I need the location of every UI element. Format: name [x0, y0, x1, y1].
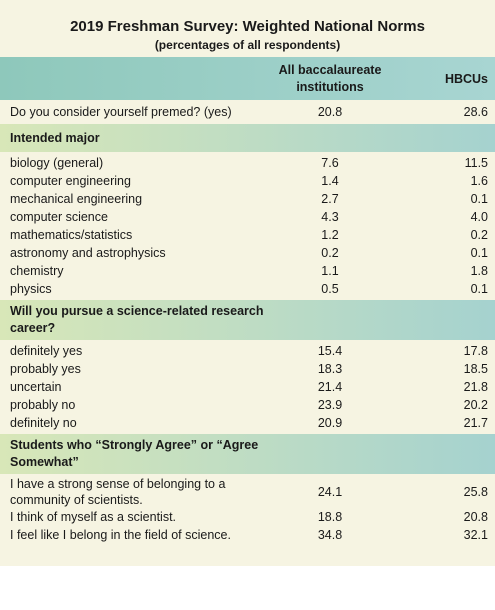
- subtitle: (percentages of all respondents): [154, 38, 341, 52]
- survey-table: 2019 Freshman Survey: Weighted National …: [0, 0, 495, 566]
- row-label: definitely yes: [10, 343, 83, 358]
- section-heading: Will you pursue a science-related resear…: [10, 304, 264, 335]
- table-row: physics 0.5 0.1: [0, 280, 495, 298]
- row-label: astronomy and astrophysics: [10, 245, 166, 260]
- section-heading: Intended major: [10, 130, 100, 145]
- row-label: probably yes: [10, 361, 81, 376]
- cell-value: 18.5: [463, 361, 488, 376]
- row-label: biology (general): [10, 155, 104, 170]
- table-row: definitely no 20.9 21.7: [0, 414, 495, 432]
- cell-value: 32.1: [463, 527, 488, 542]
- table-row: Do you consider yourself premed? (yes) 20…: [0, 100, 495, 124]
- column-header-row: All baccalaureate institutions HBCUs: [0, 57, 495, 100]
- cell-value: 1.1: [321, 263, 339, 278]
- column-header: All baccalaureate institutions: [278, 62, 382, 94]
- spacer: [0, 544, 495, 546]
- row-label: uncertain: [10, 379, 62, 394]
- table-row: astronomy and astrophysics 0.2 0.1: [0, 244, 495, 262]
- cell-value: 20.9: [317, 415, 343, 430]
- row-label: physics: [10, 281, 52, 296]
- cell-value: 0.5: [321, 281, 339, 296]
- table-row: I have a strong sense of belonging to a …: [0, 476, 495, 509]
- table-row: computer science 4.3 4.0: [0, 208, 495, 226]
- cell-value: 0.1: [470, 281, 488, 296]
- table-row: uncertain 21.4 21.8: [0, 378, 495, 396]
- cell-value: 24.1: [317, 484, 343, 499]
- row-label: chemistry: [10, 263, 64, 278]
- cell-value: 1.6: [470, 173, 488, 188]
- table-body: All baccalaureate institutions HBCUs Do yo…: [0, 57, 495, 546]
- section-heading-row: Students who “Strongly Agree” or “Agree …: [0, 433, 495, 474]
- row-label: mathematics/statistics: [10, 227, 133, 242]
- cell-value: 25.8: [463, 484, 488, 499]
- cell-value: 2.7: [321, 191, 339, 206]
- cell-value: 34.8: [317, 527, 343, 542]
- cell-value: 20.8: [317, 105, 343, 119]
- cell-value: 21.8: [463, 379, 488, 394]
- cell-value: 20.8: [463, 509, 488, 524]
- title: 2019 Freshman Survey: Weighted National …: [70, 18, 425, 35]
- table-row: mathematics/statistics 1.2 0.2: [0, 226, 495, 244]
- table-row: chemistry 1.1 1.8: [0, 262, 495, 280]
- section-heading: Students who “Strongly Agree” or “Agree …: [10, 437, 259, 469]
- table-row: probably yes 18.3 18.5: [0, 360, 495, 378]
- cell-value: 0.2: [321, 245, 339, 260]
- row-label: mechanical engineering: [10, 191, 143, 206]
- cell-value: 4.0: [470, 209, 488, 224]
- row-label: definitely no: [10, 415, 77, 430]
- cell-value: 4.3: [321, 209, 339, 224]
- cell-value: 1.4: [321, 173, 339, 188]
- row-label: probably no: [10, 397, 76, 412]
- cell-value: 18.8: [317, 509, 343, 524]
- cell-value: 21.7: [463, 415, 488, 430]
- row-label: computer science: [10, 209, 108, 224]
- cell-value: 21.4: [317, 379, 343, 394]
- cell-value: 0.1: [470, 191, 488, 206]
- row-label: I think of myself as a scientist.: [10, 509, 177, 524]
- cell-value: 28.6: [463, 105, 488, 119]
- row-label: Do you consider yourself premed? (yes): [10, 105, 232, 119]
- row-label: I feel like I belong in the field of sci…: [10, 527, 231, 542]
- table-row: I feel like I belong in the field of sci…: [0, 526, 495, 544]
- row-label: I have a strong sense of belonging to a …: [10, 476, 226, 507]
- cell-value: 18.3: [317, 361, 343, 376]
- cell-value: 0.2: [470, 227, 488, 242]
- section-heading-row: Will you pursue a science-related resear…: [0, 300, 495, 340]
- table-row: probably no 23.9 20.2: [0, 396, 495, 414]
- table-row: definitely yes 15.4 17.8: [0, 342, 495, 360]
- cell-value: 1.8: [470, 263, 488, 278]
- cell-value: 1.2: [321, 227, 339, 242]
- row-label: computer engineering: [10, 173, 131, 188]
- table-row: computer engineering 1.4 1.6: [0, 172, 495, 190]
- cell-value: 7.6: [321, 155, 339, 170]
- table-row: I think of myself as a scientist. 18.8 20.…: [0, 508, 495, 526]
- cell-value: 20.2: [463, 397, 488, 412]
- table-row: biology (general) 7.6 11.5: [0, 154, 495, 172]
- cell-value: 0.1: [470, 245, 488, 260]
- cell-value: 15.4: [317, 343, 343, 358]
- cell-value: 23.9: [317, 397, 343, 412]
- cell-value: 11.5: [464, 155, 488, 170]
- table-row: mechanical engineering 2.7 0.1: [0, 190, 495, 208]
- column-header: HBCUs: [444, 71, 488, 86]
- section-heading-row: Intended major: [0, 124, 495, 152]
- cell-value: 17.8: [463, 343, 488, 358]
